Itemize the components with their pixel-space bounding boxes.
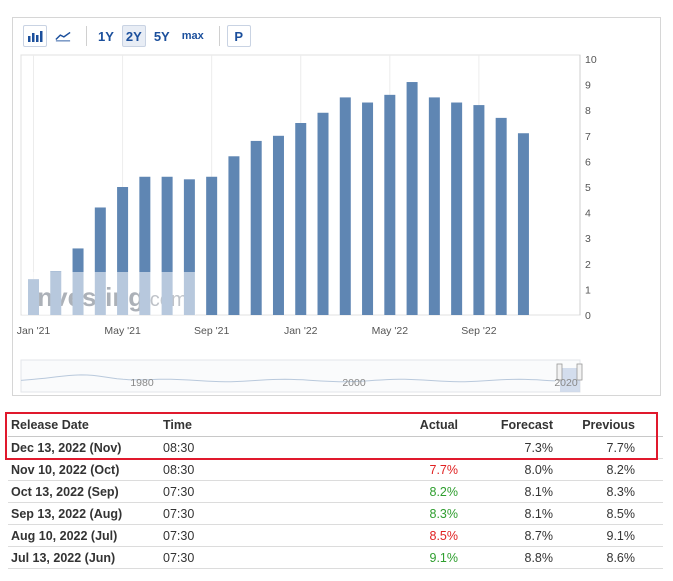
navigator-label: 1980 xyxy=(130,377,154,389)
y-tick-label: 6 xyxy=(585,156,591,168)
y-tick-label: 2 xyxy=(585,259,591,271)
x-tick-label: Sep '21 xyxy=(194,325,229,337)
navigator xyxy=(20,359,581,393)
row-forecast: 8.1% xyxy=(524,507,554,521)
navigator-handle-right xyxy=(576,363,583,381)
x-tick-label: Sep '22 xyxy=(461,325,496,337)
row-actual: 8.5% xyxy=(429,529,459,543)
table-row: Aug 10, 2022 (Jul) 07:30 8.5% 8.7% 9.1% xyxy=(8,525,663,547)
bar xyxy=(183,179,195,315)
release-table: Release Date Time Actual Forecast Previo… xyxy=(8,413,663,569)
header-release-date: Release Date xyxy=(11,418,89,432)
y-tick-label: 5 xyxy=(585,182,591,194)
navigator-label: 2020 xyxy=(554,377,578,389)
y-tick-label: 1 xyxy=(585,284,591,296)
table-row: Jul 13, 2022 (Jun) 07:30 9.1% 8.8% 8.6% xyxy=(8,547,663,569)
row-forecast: 8.7% xyxy=(524,529,554,543)
row-actual: 8.3% xyxy=(429,507,459,521)
navigator-label: 2000 xyxy=(342,377,366,389)
row-forecast: 7.3% xyxy=(524,441,554,455)
row-actual: 8.2% xyxy=(429,485,459,499)
bar xyxy=(139,176,151,315)
range-1y-button[interactable]: 1Y xyxy=(98,28,114,44)
row-forecast: 8.1% xyxy=(524,485,554,499)
bar xyxy=(339,97,351,316)
bar xyxy=(228,156,240,315)
line-chart-icon[interactable] xyxy=(51,25,75,47)
row-previous: 8.6% xyxy=(606,551,636,565)
bar xyxy=(428,97,440,316)
row-time: 08:30 xyxy=(163,463,195,477)
range-5y-button[interactable]: 5Y xyxy=(153,28,170,44)
p-button[interactable]: P xyxy=(226,25,251,47)
y-tick-label: 10 xyxy=(585,54,597,66)
bar xyxy=(406,82,418,315)
bar xyxy=(517,133,529,315)
row-time: 07:30 xyxy=(163,485,195,499)
table-row: Sep 13, 2022 (Aug) 07:30 8.3% 8.1% 8.5% xyxy=(8,503,663,525)
row-time: 07:30 xyxy=(163,507,195,521)
row-release-date[interactable]: Aug 10, 2022 (Jul) xyxy=(11,529,118,543)
header-previous: Previous xyxy=(582,418,635,432)
row-release-date[interactable]: Dec 13, 2022 (Nov) xyxy=(11,441,122,455)
table-row: Dec 13, 2022 (Nov) 08:30 7.3% 7.7% xyxy=(8,437,663,459)
chart-toolbar: 1Y 2Y 5Y max P xyxy=(23,23,255,49)
row-previous: 8.5% xyxy=(606,507,636,521)
row-time: 07:30 xyxy=(163,551,195,565)
bar xyxy=(317,112,329,315)
bar xyxy=(161,176,173,315)
row-previous: 8.2% xyxy=(606,463,636,477)
bar xyxy=(495,117,507,315)
watermark-overlay xyxy=(22,272,196,315)
x-tick-label: May '22 xyxy=(372,325,409,337)
row-time: 08:30 xyxy=(163,441,195,455)
table-row: Oct 13, 2022 (Sep) 07:30 8.2% 8.1% 8.3% xyxy=(8,481,663,503)
bar xyxy=(384,94,396,315)
y-tick-label: 8 xyxy=(585,105,591,117)
header-actual: Actual xyxy=(419,418,458,432)
toolbar-separator xyxy=(86,26,87,46)
y-tick-label: 7 xyxy=(585,131,591,143)
row-forecast: 8.0% xyxy=(524,463,554,477)
header-forecast: Forecast xyxy=(500,418,553,432)
bar xyxy=(272,135,284,315)
navigator-selection xyxy=(560,368,580,392)
y-tick-label: 4 xyxy=(585,208,591,220)
bar xyxy=(206,176,218,315)
row-time: 07:30 xyxy=(163,529,195,543)
bar xyxy=(295,123,307,315)
y-tick-label: 9 xyxy=(585,80,591,92)
table-header-row: Release Date Time Actual Forecast Previo… xyxy=(8,413,663,437)
y-tick-label: 3 xyxy=(585,233,591,245)
x-tick-label: May '21 xyxy=(104,325,141,337)
bar xyxy=(473,105,485,315)
navigator-handle-left xyxy=(556,363,563,381)
bar xyxy=(94,207,106,315)
y-tick-label: 0 xyxy=(585,310,591,322)
row-release-date[interactable]: Nov 10, 2022 (Oct) xyxy=(11,463,120,477)
navigator-series xyxy=(20,374,556,383)
row-actual: 7.7% xyxy=(429,463,459,477)
x-tick-label: Jan '21 xyxy=(17,325,51,337)
bar xyxy=(117,187,129,315)
row-previous: 7.7% xyxy=(606,441,636,455)
range-2y-button[interactable]: 2Y xyxy=(121,25,146,47)
bar xyxy=(362,102,374,316)
range-max-button[interactable]: max xyxy=(181,30,204,42)
bar xyxy=(451,102,463,316)
row-release-date[interactable]: Sep 13, 2022 (Aug) xyxy=(11,507,123,521)
header-time: Time xyxy=(163,418,192,432)
table-row: Nov 10, 2022 (Oct) 08:30 7.7% 8.0% 8.2% xyxy=(8,459,663,481)
bar-chart-icon[interactable] xyxy=(23,25,47,47)
row-previous: 8.3% xyxy=(606,485,636,499)
x-tick-label: Jan '22 xyxy=(284,325,318,337)
row-release-date[interactable]: Oct 13, 2022 (Sep) xyxy=(11,485,119,499)
row-release-date[interactable]: Jul 13, 2022 (Jun) xyxy=(11,551,116,565)
row-previous: 9.1% xyxy=(606,529,636,543)
row-forecast: 8.8% xyxy=(524,551,554,565)
toolbar-separator xyxy=(218,26,220,46)
row-actual: 9.1% xyxy=(429,551,459,565)
bar xyxy=(250,140,262,315)
